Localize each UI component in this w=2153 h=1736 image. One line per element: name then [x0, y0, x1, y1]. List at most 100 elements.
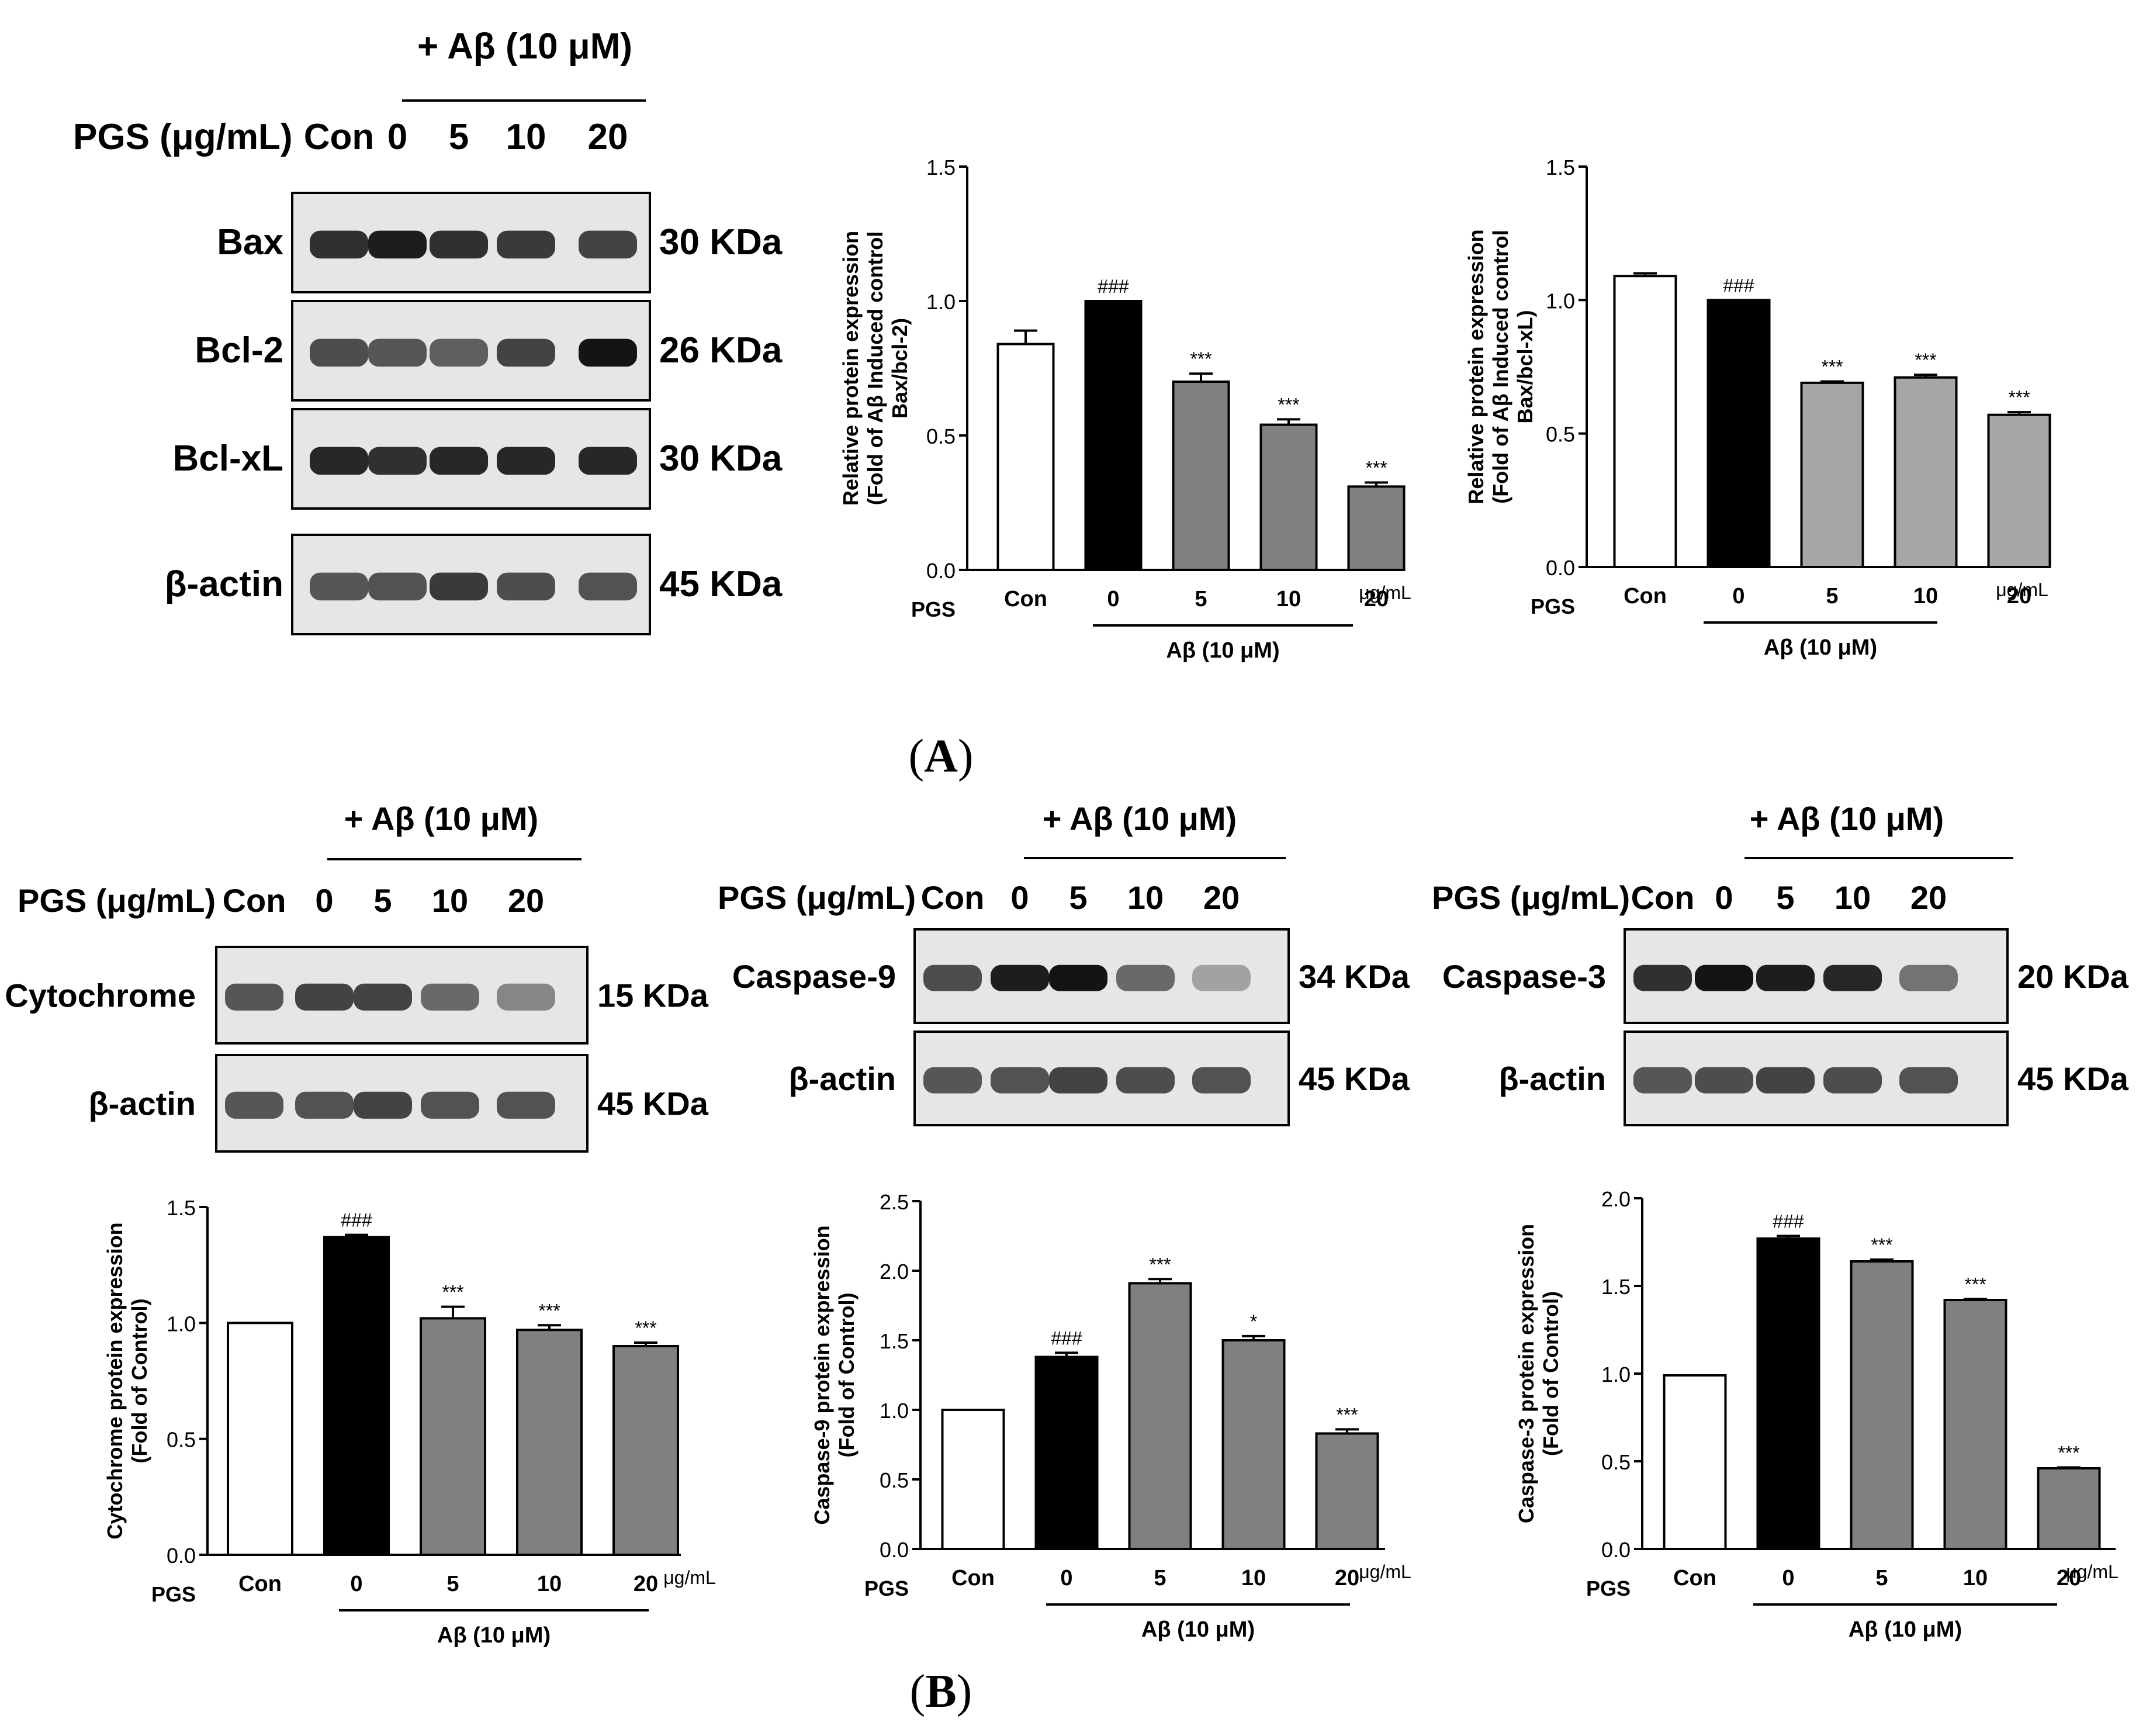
x-unit-label: μg/mL: [663, 1567, 716, 1588]
y-tick-label: 0.0: [880, 1538, 909, 1562]
y-tick-label: 1.0: [1601, 1362, 1631, 1386]
x-tick-label: 0: [350, 1572, 362, 1596]
blot-row: Bcl-xL 30 KDa: [173, 408, 783, 510]
x-tick-label: Con: [238, 1572, 282, 1596]
significance-mark: ***: [1821, 357, 1843, 378]
significance-mark: ***: [1149, 1254, 1171, 1275]
blot-band: [991, 1067, 1049, 1094]
blot-cyto: + Aβ (10 μM) PGS (μg/mL) Con 0 5 10 20 Cytochro…: [5, 800, 709, 1153]
x-tick-label: 5: [1154, 1566, 1166, 1590]
lane-label: Con: [921, 879, 985, 916]
blot-band: [430, 447, 488, 475]
blot-row: Bax 30 KDa: [217, 192, 783, 293]
lane-label: Con: [223, 882, 286, 919]
lane-label: 5: [1776, 879, 1794, 916]
pgs-label: PGS (μg/mL): [718, 879, 916, 916]
bar-10: [1259, 423, 1318, 571]
significance-mark: ***: [1871, 1234, 1892, 1256]
significance-mark: *: [1250, 1311, 1257, 1332]
blot-band: [923, 964, 982, 991]
bar-10: [516, 1329, 583, 1557]
significance-mark: ###: [341, 1210, 372, 1231]
blot-band: [310, 572, 368, 601]
lane-label: 0: [1010, 879, 1029, 916]
y-tick-label: 1.5: [167, 1196, 196, 1220]
y-tick-label: 0.5: [926, 424, 956, 448]
y-axis-label: Relative protein expression: [1464, 229, 1488, 504]
significance-mark: ###: [1098, 276, 1129, 297]
bar-0: [1707, 299, 1771, 568]
lane-label: Con: [304, 117, 375, 157]
blot-band: [1192, 964, 1251, 991]
blot-band: [1899, 964, 1958, 991]
bar-5: [1850, 1260, 1914, 1550]
x-prefix-label: PGS: [911, 597, 956, 621]
bar-5: [420, 1317, 486, 1556]
x-tick-label: Con: [1673, 1566, 1716, 1590]
lane-label: 0: [1715, 879, 1733, 916]
bar-0: [1756, 1237, 1820, 1550]
blot-band: [1756, 1067, 1815, 1094]
bar-10: [1221, 1339, 1286, 1550]
blot-band: [354, 1091, 412, 1119]
bar-20: [1347, 485, 1406, 572]
blot-band: [430, 338, 488, 367]
blot-band: [1695, 1067, 1753, 1094]
lane-label: 20: [1203, 879, 1240, 916]
lane-label: 20: [588, 117, 628, 157]
significance-mark: ***: [1336, 1404, 1358, 1425]
blot-row: Cytochrome 15 KDa: [5, 946, 709, 1045]
bar-5: [1128, 1282, 1192, 1550]
y-tick-label: 1.0: [1546, 289, 1575, 313]
y-tick-label: 0.5: [1601, 1450, 1631, 1474]
x-tick-label: Con: [1624, 584, 1667, 608]
y-axis-label: Caspase-9 protein expression: [810, 1225, 834, 1524]
blot-band: [991, 964, 1049, 991]
protein-name: β-actin: [165, 564, 283, 604]
significance-mark: ***: [1915, 350, 1936, 371]
blot-row: β-actin 45 KDa: [788, 1030, 1410, 1126]
y-tick-label: 1.5: [1546, 155, 1575, 179]
blot-band: [497, 1091, 555, 1119]
blot-row: Caspase-3 20 KDa: [1442, 928, 2129, 1024]
group-label: Aβ (10 μM): [1764, 635, 1877, 660]
blot-row: β-actin 45 KDa: [165, 534, 783, 635]
significance-mark: ***: [1190, 348, 1212, 369]
band-size: 45 KDa: [597, 1085, 709, 1122]
x-tick-label: 0: [1107, 587, 1119, 611]
blot-band: [368, 447, 427, 475]
bar-20: [1987, 413, 2051, 568]
significance-mark: ***: [2008, 387, 2030, 408]
protein-name: Caspase-9: [732, 958, 896, 995]
bar-Con: [1613, 275, 1677, 568]
pgs-label: PGS (μg/mL): [73, 117, 292, 157]
lane-label: 10: [1127, 879, 1164, 916]
protein-name: Bcl-2: [195, 330, 283, 371]
blot-band: [1049, 964, 1107, 991]
bar-Con: [227, 1322, 293, 1556]
x-unit-label: μg/mL: [1359, 582, 1411, 603]
x-tick-label: 20: [634, 1572, 658, 1596]
blot-band: [1695, 964, 1753, 991]
band-size: 45 KDa: [2017, 1060, 2129, 1097]
chart-caspase3: 0.0 0.5 1.0 1.5 2.0 Con ### 0 *** 5 *** 10 *** 20 PGS μ…: [1514, 1187, 2119, 1642]
blot-band: [295, 983, 354, 1011]
group-label: Aβ (10 μM): [437, 1623, 551, 1648]
band-size: 26 KDa: [659, 330, 783, 371]
band-size: 30 KDa: [659, 222, 783, 262]
lane-label: 20: [1910, 879, 1947, 916]
y-axis-label: Relative protein expression: [839, 231, 863, 506]
blot-band: [497, 338, 555, 367]
x-unit-label: μg/mL: [1996, 579, 2048, 600]
group-label: Aβ (10 μM): [1166, 638, 1279, 663]
protein-name: Bcl-xL: [173, 438, 283, 479]
blot-band: [1899, 1067, 1958, 1094]
treatment-label: + Aβ (10 μM): [1750, 800, 1944, 837]
x-tick-label: 5: [1875, 1566, 1888, 1590]
y-tick-label: 1.5: [880, 1329, 909, 1353]
bar-10: [1894, 376, 1958, 568]
blot-band: [1823, 1067, 1882, 1094]
group-label: Aβ (10 μM): [1141, 1617, 1255, 1642]
x-tick-label: Con: [1004, 587, 1047, 611]
blot-band: [225, 983, 283, 1011]
